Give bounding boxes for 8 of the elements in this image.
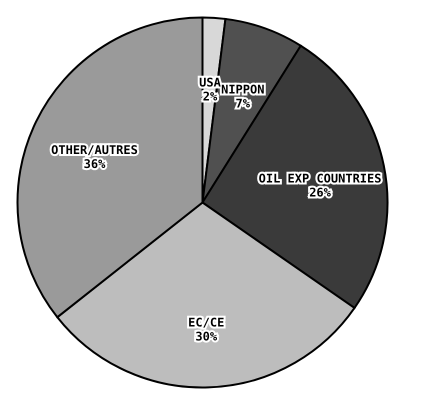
data-label: 7% — [236, 96, 251, 110]
data-label: 36% — [84, 157, 106, 172]
slice-label: NIPPON — [221, 82, 264, 96]
data-label: 30% — [195, 329, 218, 344]
slice-label: OTHER/AUTRES — [51, 143, 138, 158]
data-label: 26% — [309, 185, 332, 200]
slice-label: EC/CE — [188, 315, 224, 330]
slice-label: OIL EXP COUNTRIES — [258, 171, 382, 186]
